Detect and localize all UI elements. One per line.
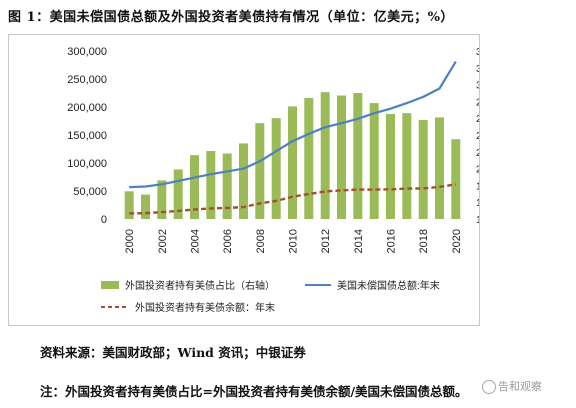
bar-foreign-share [369,103,379,219]
y-right-tick-label: 15.0% [476,214,479,226]
legend-label-total: 美国未偿国债总额:年末 [337,279,440,292]
bar-foreign-share [402,113,412,219]
bar-foreign-share [337,95,346,219]
bar-foreign-share [418,119,428,219]
bar-foreign-share [239,143,248,219]
legend-swatch-bar [101,281,119,289]
y-left-tick-label: 0 [101,214,107,226]
bar-series [124,92,461,219]
bar-foreign-share [206,151,216,219]
y-left-tick-label: 50,000 [73,186,107,198]
bar-foreign-share [157,180,167,219]
chart-canvas: 0 50,000 100,000 150,000 200,000 250,000 300,0… [67,46,479,314]
note-line: 注：外国投资者持有美债占比=外国投资者持有美债余额/美国未偿国债总额。 [40,384,468,399]
y-right-tick-label: 25.0% [476,130,479,142]
line-series [129,61,457,215]
bar-foreign-share [255,123,265,219]
legend-label-foreign: 外国投资者持有美债余额：年末 [135,301,275,314]
y-right-tick-label: 23.0% [476,147,479,159]
x-tick-label: 2008 [255,229,267,253]
y-right-tick-label: 27.0% [476,113,479,125]
y-right-tick-label: 17.0% [476,197,479,209]
y-left-tick-label: 150,000 [67,130,107,142]
x-tick-label: 2010 [288,229,300,253]
bar-foreign-share [190,155,199,219]
chart-frame: 0 50,000 100,000 150,000 200,000 250,000 300,0… [8,34,480,326]
bar-foreign-share [353,93,363,219]
x-axis: 2000 2002 2004 2006 2008 2010 2012 2014 2016 2018… [124,229,463,254]
x-tick-label: 2002 [157,229,169,253]
y-left-tick-label: 100,000 [67,158,107,170]
wechat-icon [482,380,496,394]
y-left-tick-label: 300,000 [67,46,107,58]
bar-foreign-share [386,114,395,219]
y-right-tick-label: 19.0% [476,180,479,192]
x-tick-label: 2014 [353,229,365,253]
line-total-debt [129,61,457,189]
legend-label-bar: 外国投资者持有美债占比（右轴） [125,279,275,292]
y-right-tick-label: 33.0% [476,63,479,75]
y-right-tick-label: 31.0% [476,80,479,92]
watermark: 告和观察 [482,378,542,394]
y-right-tick-label: 21.0% [476,164,479,176]
bar-foreign-share [141,194,150,219]
bar-foreign-share [173,169,183,219]
left-axis: 0 50,000 100,000 150,000 200,000 250,000 300,0… [67,46,107,226]
x-tick-label: 2020 [451,229,463,253]
figure-title: 图 1：美国未偿国债总额及外国投资者美债持有情况（单位：亿美元；%） [8,10,454,25]
x-tick-label: 2004 [190,229,202,253]
bar-foreign-share [124,191,134,219]
bar-foreign-share [304,98,314,219]
bar-foreign-share [271,118,281,219]
y-right-tick-label: 29.0% [476,96,479,108]
y-left-tick-label: 250,000 [67,74,107,86]
y-left-tick-label: 200,000 [67,102,107,114]
bar-foreign-share [320,92,330,219]
bar-foreign-share [288,106,297,219]
line-foreign-holdings [129,183,456,215]
right-axis: 15.0% 17.0% 19.0% 21.0% 23.0% 25.0% 27.0% 29.0%… [476,46,479,226]
watermark-label: 告和观察 [498,380,542,393]
source-line: 资料来源：美国财政部；Wind 资讯；中银证券 [40,345,306,360]
x-tick-label: 2006 [222,229,234,253]
bar-foreign-share [451,139,461,219]
x-tick-label: 2018 [418,229,430,253]
bar-foreign-share [222,153,232,219]
x-tick-label: 2012 [320,229,332,253]
bar-foreign-share [435,117,444,219]
y-right-tick-label: 35.0% [476,46,479,58]
x-tick-label: 2016 [386,229,398,253]
x-tick-label: 2000 [124,229,136,253]
